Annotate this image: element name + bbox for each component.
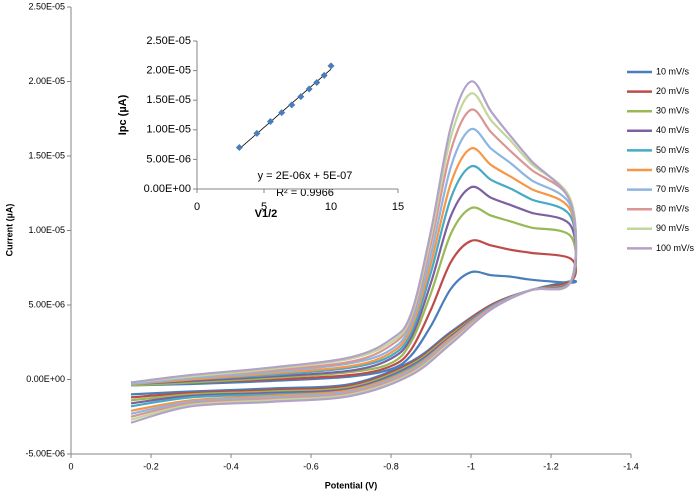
cv-curve — [130, 127, 578, 415]
cv-curve — [130, 270, 578, 396]
x-tick-label: -1.4 — [623, 461, 639, 471]
cv-curve — [130, 80, 578, 424]
legend-label: 30 mV/s — [656, 106, 690, 116]
y-tick-label: 0.00E+00 — [26, 374, 65, 384]
inset-y-axis-title: Ipc (µA) — [117, 94, 129, 135]
cv-curve — [130, 92, 578, 421]
y-tick-label: 1.00E-05 — [146, 124, 191, 136]
y-axis-title: Current (µA) — [4, 204, 14, 257]
x-axis-title: Potential (V) — [325, 480, 378, 490]
cv-curve — [130, 206, 578, 402]
scatter-point — [320, 71, 328, 79]
y-tick-label: 5.00E-06 — [146, 153, 191, 165]
y-tick-label: 5.00E-06 — [28, 299, 65, 309]
x-tick-label: 15 — [392, 201, 404, 213]
inset-x-axis-title: V1/2 — [255, 208, 278, 220]
legend-label: 40 mV/s — [656, 125, 690, 135]
legend-label: 50 mV/s — [656, 145, 690, 155]
x-tick-label: 0 — [194, 201, 200, 213]
x-tick-label: -1 — [467, 461, 475, 471]
legend-label: 80 mV/s — [656, 204, 690, 214]
y-tick-label: 0.00E+00 — [144, 183, 191, 195]
y-tick-label: 2.00E-05 — [146, 65, 191, 77]
scatter-point — [327, 62, 335, 70]
x-tick-label: -0.8 — [383, 461, 399, 471]
y-tick-label: 2.50E-05 — [28, 1, 65, 11]
y-tick-label: 2.50E-05 — [146, 35, 191, 47]
y-tick-label: 1.50E-05 — [28, 150, 65, 160]
scatter-point — [266, 118, 274, 126]
legend-label: 20 mV/s — [656, 86, 690, 96]
y-tick-label: -5.00E-06 — [25, 448, 65, 458]
x-tick-label: -1.2 — [543, 461, 559, 471]
legend-label: 90 mV/s — [656, 223, 690, 233]
scatter-point — [288, 101, 296, 109]
y-tick-label: 2.00E-05 — [28, 76, 65, 86]
trendline-equation: y = 2E-06x + 5E-07 — [258, 170, 353, 182]
legend-label: 10 mV/s — [656, 66, 690, 76]
cv-curve — [130, 147, 578, 412]
y-tick-label: 1.50E-05 — [146, 94, 191, 106]
y-tick-label: 1.00E-05 — [28, 225, 65, 235]
legend-label: 70 mV/s — [656, 184, 690, 194]
scatter-point — [235, 144, 243, 152]
cv-curve — [130, 239, 578, 399]
cv-curve — [130, 185, 578, 405]
x-tick-label: 10 — [325, 201, 337, 213]
cv-curve — [130, 108, 578, 418]
legend-label: 100 mV/s — [656, 243, 695, 253]
scatter-point — [297, 93, 305, 101]
x-tick-label: -0.4 — [223, 461, 239, 471]
x-tick-label: 0 — [68, 461, 73, 471]
r-squared: R² = 0.9966 — [276, 187, 334, 199]
scatter-point — [278, 109, 286, 117]
scatter-point — [313, 78, 321, 86]
scatter-point — [253, 129, 261, 137]
legend-label: 60 mV/s — [656, 164, 690, 174]
x-tick-label: 5 — [261, 201, 267, 213]
scatter-point — [305, 85, 313, 93]
x-tick-label: -0.6 — [303, 461, 319, 471]
x-tick-label: -0.2 — [143, 461, 159, 471]
